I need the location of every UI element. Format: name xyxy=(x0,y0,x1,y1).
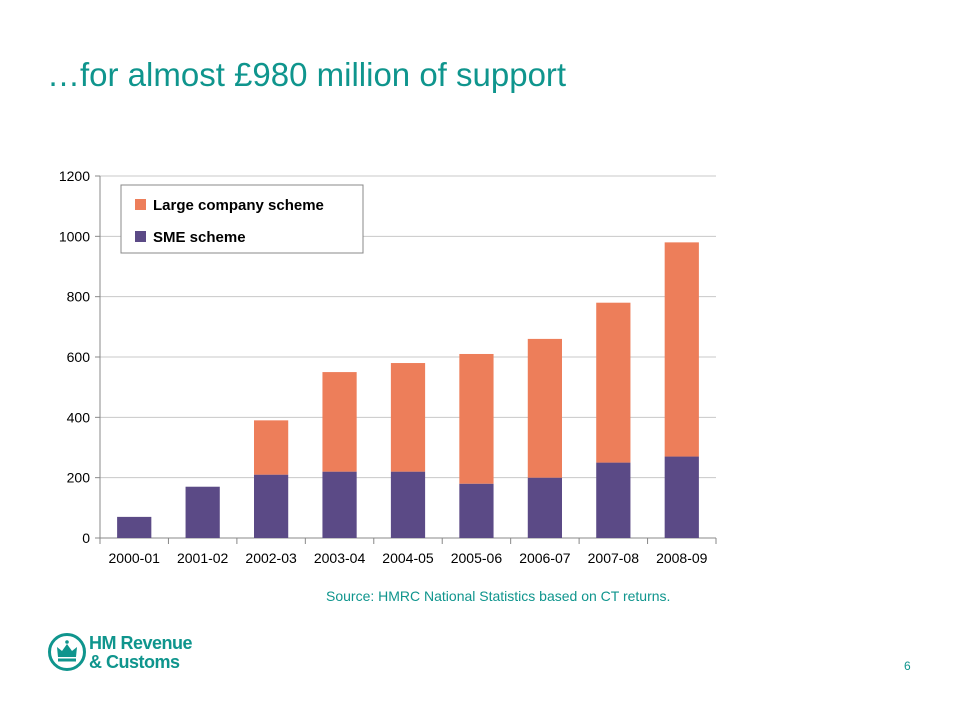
large-company-scheme-bar xyxy=(527,338,562,478)
x-tick-label: 2006-07 xyxy=(519,550,571,566)
legend-swatch xyxy=(135,199,146,210)
x-tick-label: 2004-05 xyxy=(382,550,434,566)
large-company-scheme-bar xyxy=(459,353,494,484)
x-tick-label: 2003-04 xyxy=(314,550,366,566)
page-number: 6 xyxy=(904,659,911,673)
x-tick-label: 2008-09 xyxy=(656,550,708,566)
y-tick-label: 400 xyxy=(67,409,91,425)
bars xyxy=(117,242,699,538)
large-company-scheme-bar xyxy=(664,242,699,457)
x-tick-label: 2005-06 xyxy=(451,550,503,566)
legend-swatch xyxy=(135,231,146,242)
y-tick-label: 0 xyxy=(82,530,90,546)
sme-scheme-bar xyxy=(117,516,152,538)
x-tick-label: 2001-02 xyxy=(177,550,229,566)
hmrc-logo: HM Revenue & Customs xyxy=(47,632,207,674)
sme-scheme-bar xyxy=(664,456,699,538)
sme-scheme-bar xyxy=(596,462,631,538)
legend-box xyxy=(120,184,364,254)
y-tick-label: 600 xyxy=(67,349,91,365)
chart-legend: Large company scheme SME scheme xyxy=(120,184,364,254)
sme-scheme-bar xyxy=(527,477,562,538)
chart-axes: 0 200 400 600 800 1000 1200 2000-01 2001-02 2002-… xyxy=(59,168,717,566)
x-tick-label: 2002-03 xyxy=(245,550,297,566)
large-company-scheme-bar xyxy=(596,302,631,463)
logo-line-1: HM Revenue xyxy=(89,633,193,653)
y-tick-label: 800 xyxy=(67,289,91,305)
sme-scheme-bar xyxy=(254,474,289,538)
legend-label: SME scheme xyxy=(153,229,246,246)
logo-line-2: & Customs xyxy=(89,652,180,672)
sme-scheme-bar xyxy=(322,471,357,538)
large-company-scheme-bar xyxy=(254,420,289,475)
legend-label: Large company scheme xyxy=(153,197,324,214)
crown-icon xyxy=(48,633,86,671)
y-tick-label: 1200 xyxy=(59,168,90,184)
sme-scheme-bar xyxy=(390,471,426,538)
sme-scheme-bar xyxy=(459,483,494,538)
large-company-scheme-bar xyxy=(322,372,357,472)
y-tick-label: 200 xyxy=(67,470,91,486)
y-tick-label: 1000 xyxy=(59,228,90,244)
sme-scheme-bar xyxy=(185,486,220,538)
large-company-scheme-bar xyxy=(390,363,426,472)
x-tick-label: 2007-08 xyxy=(588,550,640,566)
source-note: Source: HMRC National Statistics based o… xyxy=(326,588,671,604)
slide-title: …for almost £980 million of support xyxy=(47,56,567,93)
x-tick-label: 2000-01 xyxy=(109,550,161,566)
